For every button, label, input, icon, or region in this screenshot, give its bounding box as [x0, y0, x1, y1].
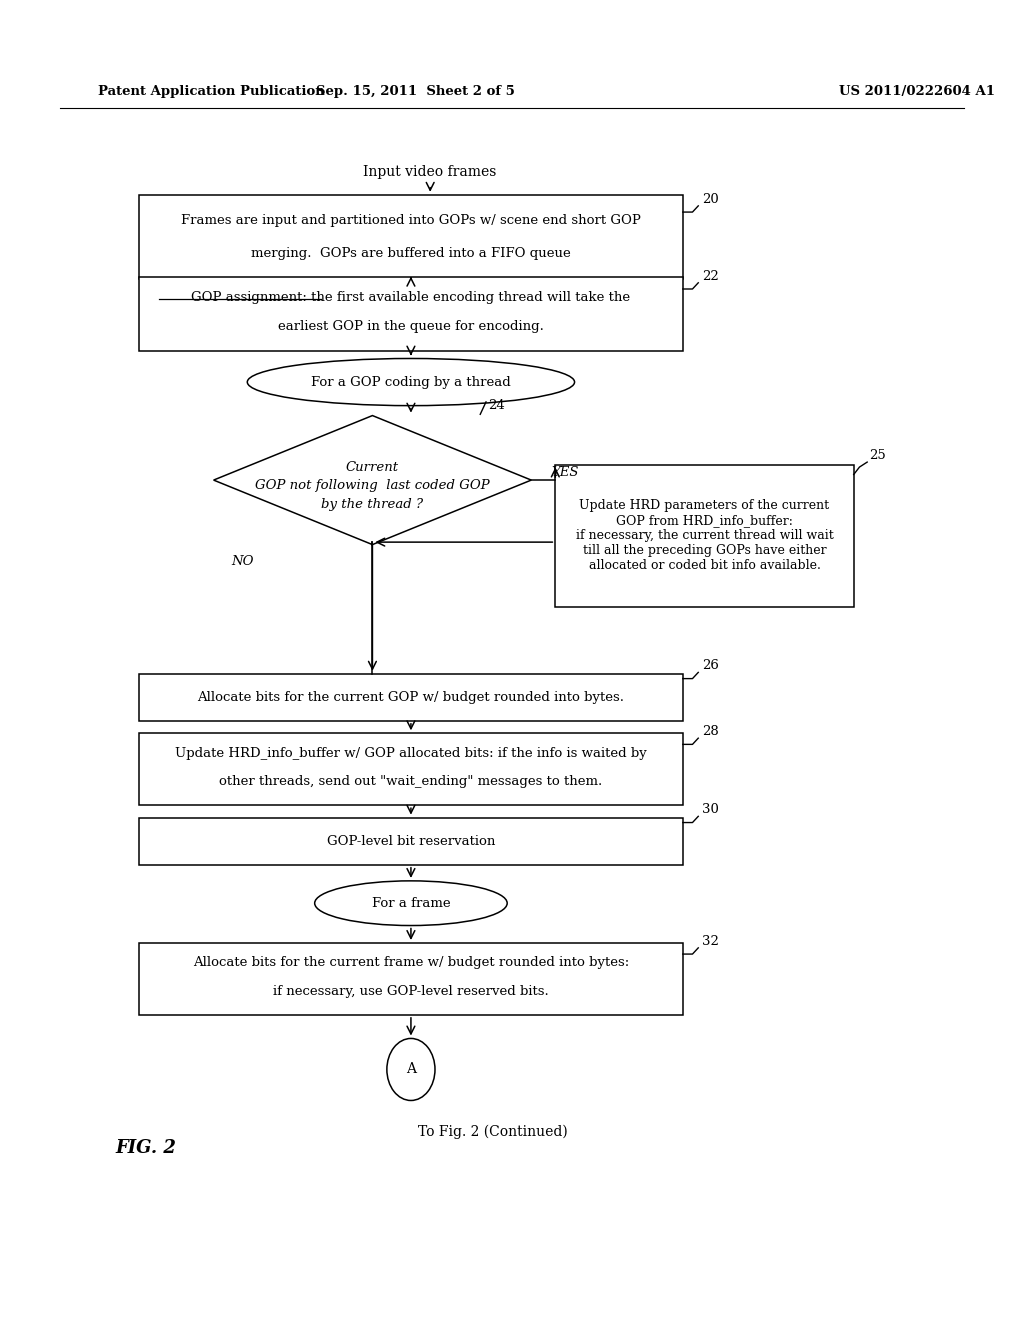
- Ellipse shape: [248, 359, 574, 405]
- Text: GOP not following  last coded GOP: GOP not following last coded GOP: [255, 479, 489, 491]
- Text: To Fig. 2 (Continued): To Fig. 2 (Continued): [418, 1125, 567, 1139]
- Text: 30: 30: [702, 804, 719, 816]
- FancyBboxPatch shape: [139, 733, 683, 805]
- Text: YES: YES: [551, 466, 579, 479]
- FancyBboxPatch shape: [139, 942, 683, 1015]
- Text: GOP assignment: the first available encoding thread will take the: GOP assignment: the first available enco…: [191, 292, 631, 304]
- FancyBboxPatch shape: [139, 277, 683, 351]
- Text: other threads, send out "wait_ending" messages to them.: other threads, send out "wait_ending" me…: [219, 775, 602, 788]
- Text: US 2011/0222604 A1: US 2011/0222604 A1: [840, 86, 995, 98]
- Text: GOP-level bit reservation: GOP-level bit reservation: [327, 834, 496, 847]
- Text: For a frame: For a frame: [372, 896, 451, 909]
- Text: For a GOP coding by a thread: For a GOP coding by a thread: [311, 376, 511, 388]
- Text: merging.  GOPs are buffered into a FIFO queue: merging. GOPs are buffered into a FIFO q…: [251, 247, 570, 260]
- Text: 20: 20: [702, 193, 719, 206]
- Text: 26: 26: [702, 660, 719, 672]
- Text: Frames are input and partitioned into GOPs w/ scene end short GOP: Frames are input and partitioned into GO…: [181, 214, 641, 227]
- Text: earliest GOP in the queue for encoding.: earliest GOP in the queue for encoding.: [278, 319, 544, 333]
- FancyBboxPatch shape: [139, 195, 683, 279]
- Text: Update HRD_info_buffer w/ GOP allocated bits: if the info is waited by: Update HRD_info_buffer w/ GOP allocated …: [175, 747, 647, 759]
- FancyBboxPatch shape: [555, 465, 854, 607]
- Text: A: A: [406, 1063, 416, 1077]
- Text: 32: 32: [702, 935, 719, 948]
- Text: NO: NO: [231, 556, 254, 569]
- Ellipse shape: [314, 880, 507, 925]
- FancyBboxPatch shape: [139, 673, 683, 721]
- Text: Sep. 15, 2011  Sheet 2 of 5: Sep. 15, 2011 Sheet 2 of 5: [316, 86, 515, 98]
- Text: Allocate bits for the current frame w/ budget rounded into bytes:: Allocate bits for the current frame w/ b…: [193, 956, 629, 969]
- Text: Input video frames: Input video frames: [364, 165, 497, 180]
- Text: 25: 25: [869, 449, 886, 462]
- Text: Patent Application Publication: Patent Application Publication: [98, 86, 325, 98]
- Text: if necessary, use GOP-level reserved bits.: if necessary, use GOP-level reserved bit…: [273, 985, 549, 998]
- Polygon shape: [214, 416, 531, 545]
- Text: 24: 24: [487, 399, 505, 412]
- Circle shape: [387, 1039, 435, 1101]
- Text: Allocate bits for the current GOP w/ budget rounded into bytes.: Allocate bits for the current GOP w/ bud…: [198, 690, 625, 704]
- Text: Current: Current: [346, 461, 399, 474]
- Text: FIG. 2: FIG. 2: [116, 1139, 177, 1156]
- Text: Update HRD parameters of the current
GOP from HRD_info_buffer:
if necessary, the: Update HRD parameters of the current GOP…: [575, 499, 834, 573]
- Text: 28: 28: [702, 725, 719, 738]
- FancyBboxPatch shape: [139, 817, 683, 865]
- Text: by the thread ?: by the thread ?: [322, 499, 424, 511]
- Text: 22: 22: [702, 269, 719, 282]
